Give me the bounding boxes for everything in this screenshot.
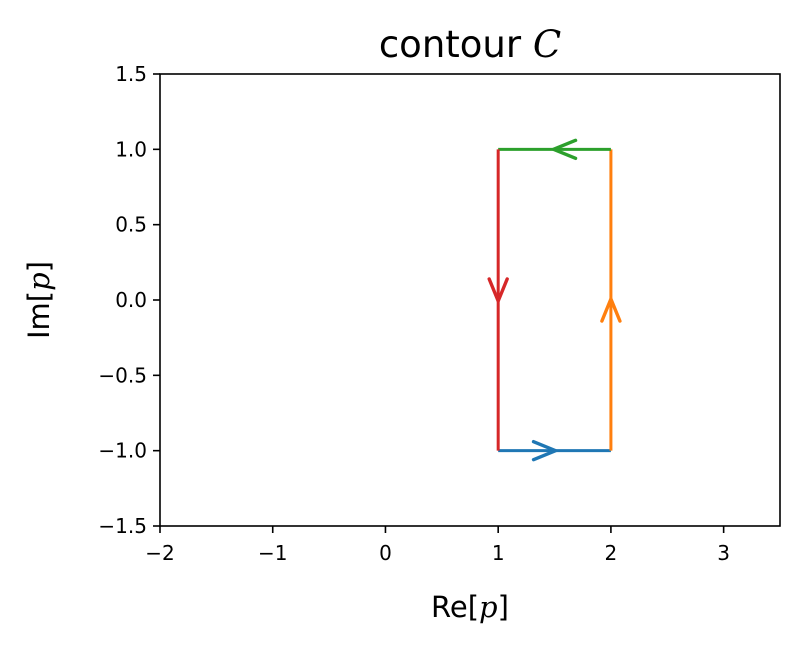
series-arrow-2 [600, 297, 622, 323]
x-tick-label: 3 [717, 541, 730, 565]
plot-frame [159, 73, 781, 527]
y-tick-label: −0.5 [98, 363, 147, 387]
series-arrow-4 [487, 277, 509, 303]
y-tick-label: 1.0 [115, 137, 147, 161]
x-tick-label: −1 [258, 541, 287, 565]
series-arrow-1 [531, 439, 558, 462]
series-layer [487, 138, 622, 462]
y-axis-label-var: p [22, 272, 56, 291]
y-tick-label: 0.5 [115, 213, 147, 237]
series-arrow-3 [551, 138, 578, 161]
x-axis-label-suffix: ] [498, 590, 509, 624]
y-axis-label-suffix: ] [22, 261, 56, 272]
x-axis-label-prefix: Re[ [431, 590, 479, 624]
x-axis: −2 −1 0 1 2 3 [145, 526, 730, 565]
y-axis: −1.5 −1.0 −0.5 0.0 0.5 1.0 1.5 [98, 62, 160, 538]
x-tick-label: −2 [145, 541, 174, 565]
x-axis-label-var: p [479, 590, 498, 624]
x-tick-label: 1 [492, 541, 505, 565]
y-tick-label: −1.0 [98, 439, 147, 463]
chart-title: contour C [379, 23, 561, 66]
chart-title-symbol: C [533, 23, 561, 66]
y-tick-label: −1.5 [98, 514, 147, 538]
chart-title-text: contour [379, 23, 533, 66]
y-tick-label: 0.0 [115, 288, 147, 312]
y-tick-label: 1.5 [115, 62, 147, 86]
x-tick-label: 0 [379, 541, 392, 565]
x-tick-label: 2 [605, 541, 618, 565]
y-axis-label-prefix: Im[ [22, 291, 56, 339]
x-axis-label: Re[p] [431, 590, 509, 624]
y-axis-label: Im[p] [22, 261, 56, 339]
